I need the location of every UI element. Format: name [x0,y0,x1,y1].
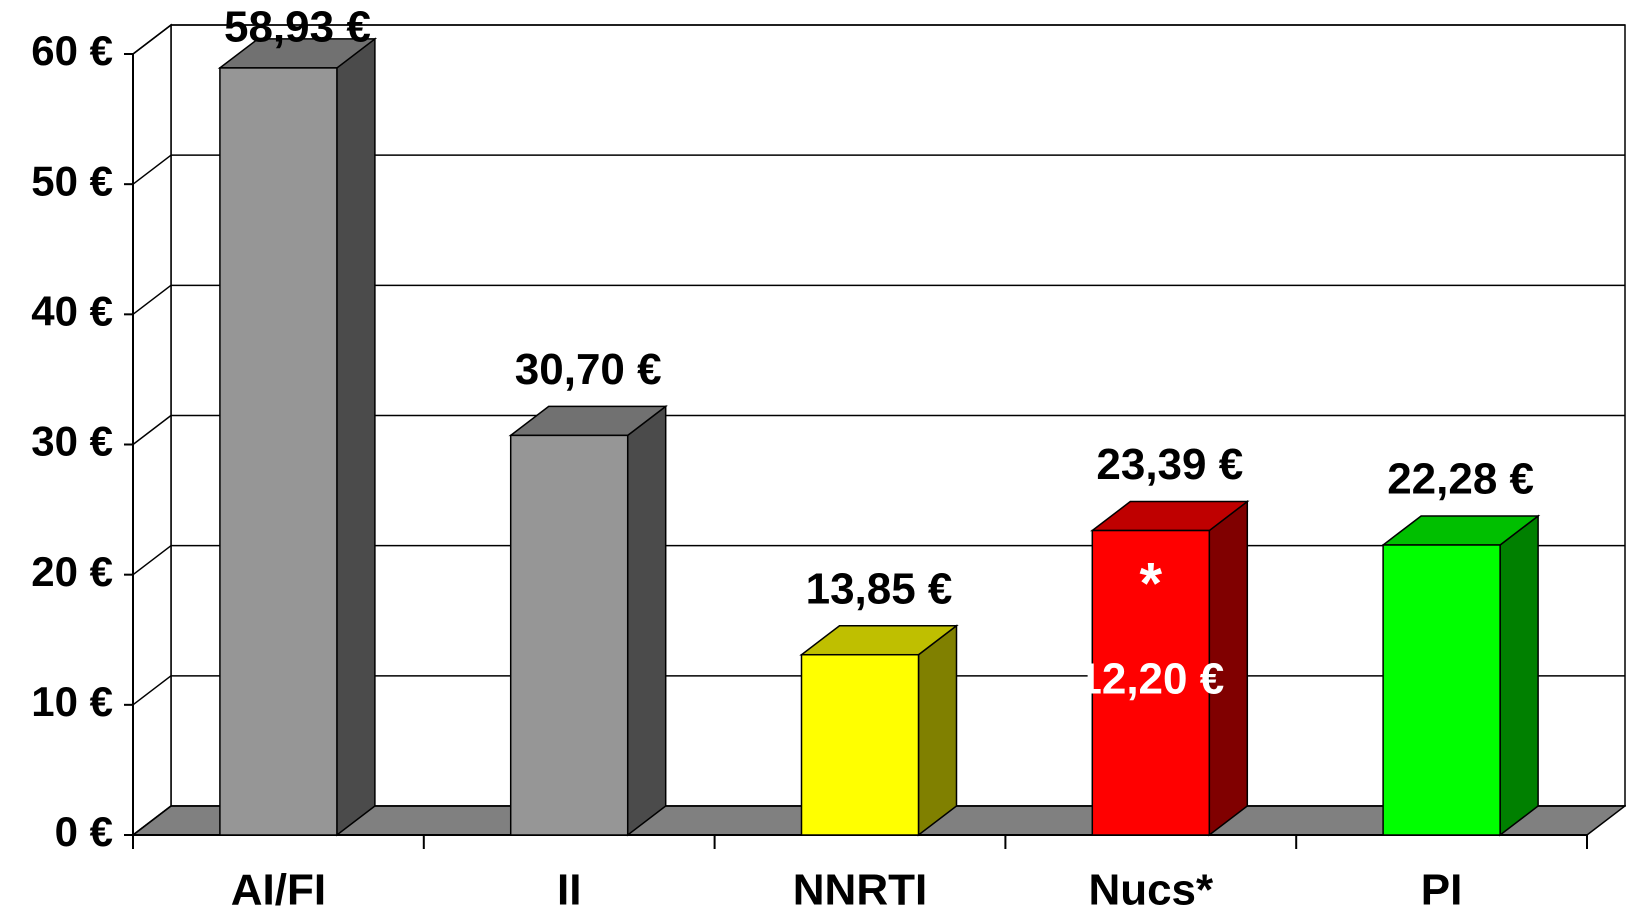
bar-side [917,624,958,837]
grid-line-side [132,24,172,55]
x-tick-label: NNRTI [793,866,927,915]
bar [1091,529,1211,836]
value-label: 30,70 € [515,345,662,394]
grid-line-side [132,675,172,706]
bar [1382,544,1501,836]
y-tick-label: 0 € [55,808,113,855]
y-tick-label: 40 € [31,287,113,334]
value-label: 22,28 € [1387,455,1534,504]
y-tick-label: 60 € [31,27,113,74]
grid-line-side [132,414,172,446]
x-tick-label: PI [1421,866,1463,915]
grid-line-side [132,154,172,185]
y-tick-label: 30 € [31,418,113,465]
annotation: * [1140,551,1163,616]
y-tick-label: 50 € [31,157,113,204]
grid-line-side [132,805,172,836]
x-tick-label: AI/FI [231,866,326,915]
annotation: 12,20 € [1077,655,1224,704]
bar-side [1499,514,1539,837]
y-tick-label: 20 € [31,548,113,595]
bar [800,653,920,836]
value-label: 23,39 € [1096,440,1243,489]
bar-side [626,404,667,837]
bar-side [336,37,376,837]
value-label: 58,93 € [224,3,371,52]
x-tick-label: II [557,866,581,915]
y-tick-label: 10 € [31,678,113,725]
x-tick-label: Nucs* [1088,866,1214,915]
value-label: 13,85 € [806,564,953,613]
grid-line-side [132,284,172,315]
bar [509,434,629,836]
grid-line-side [132,545,172,576]
bar [219,67,338,836]
